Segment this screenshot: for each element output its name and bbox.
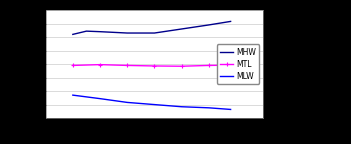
MTL [229,64,233,66]
MHW [71,34,75,35]
MHW [207,24,211,26]
X-axis label: Chainage: Chainage [133,135,176,144]
Y-axis label: Elevation Above AHD (m): Elevation Above AHD (m) [10,16,19,113]
MLW [98,98,102,100]
MLW [125,102,130,103]
Line: MHW: MHW [73,21,231,34]
MTL [71,65,75,66]
MHW [229,21,233,22]
MTL [98,64,102,66]
MHW [179,28,184,30]
MLW [179,106,184,108]
Line: MLW: MLW [73,95,231,109]
MLW [207,107,211,109]
MHW [98,31,102,33]
Legend: MHW, MTL, MLW: MHW, MTL, MLW [217,44,259,84]
MTL [207,65,211,66]
MLW [229,109,233,110]
MLW [71,94,75,96]
MHW [125,32,130,34]
MHW [84,30,88,32]
Line: MTL: MTL [71,62,233,68]
MTL [179,65,184,67]
MTL [152,65,157,67]
MTL [125,65,130,66]
MLW [152,104,157,105]
MHW [152,32,157,34]
